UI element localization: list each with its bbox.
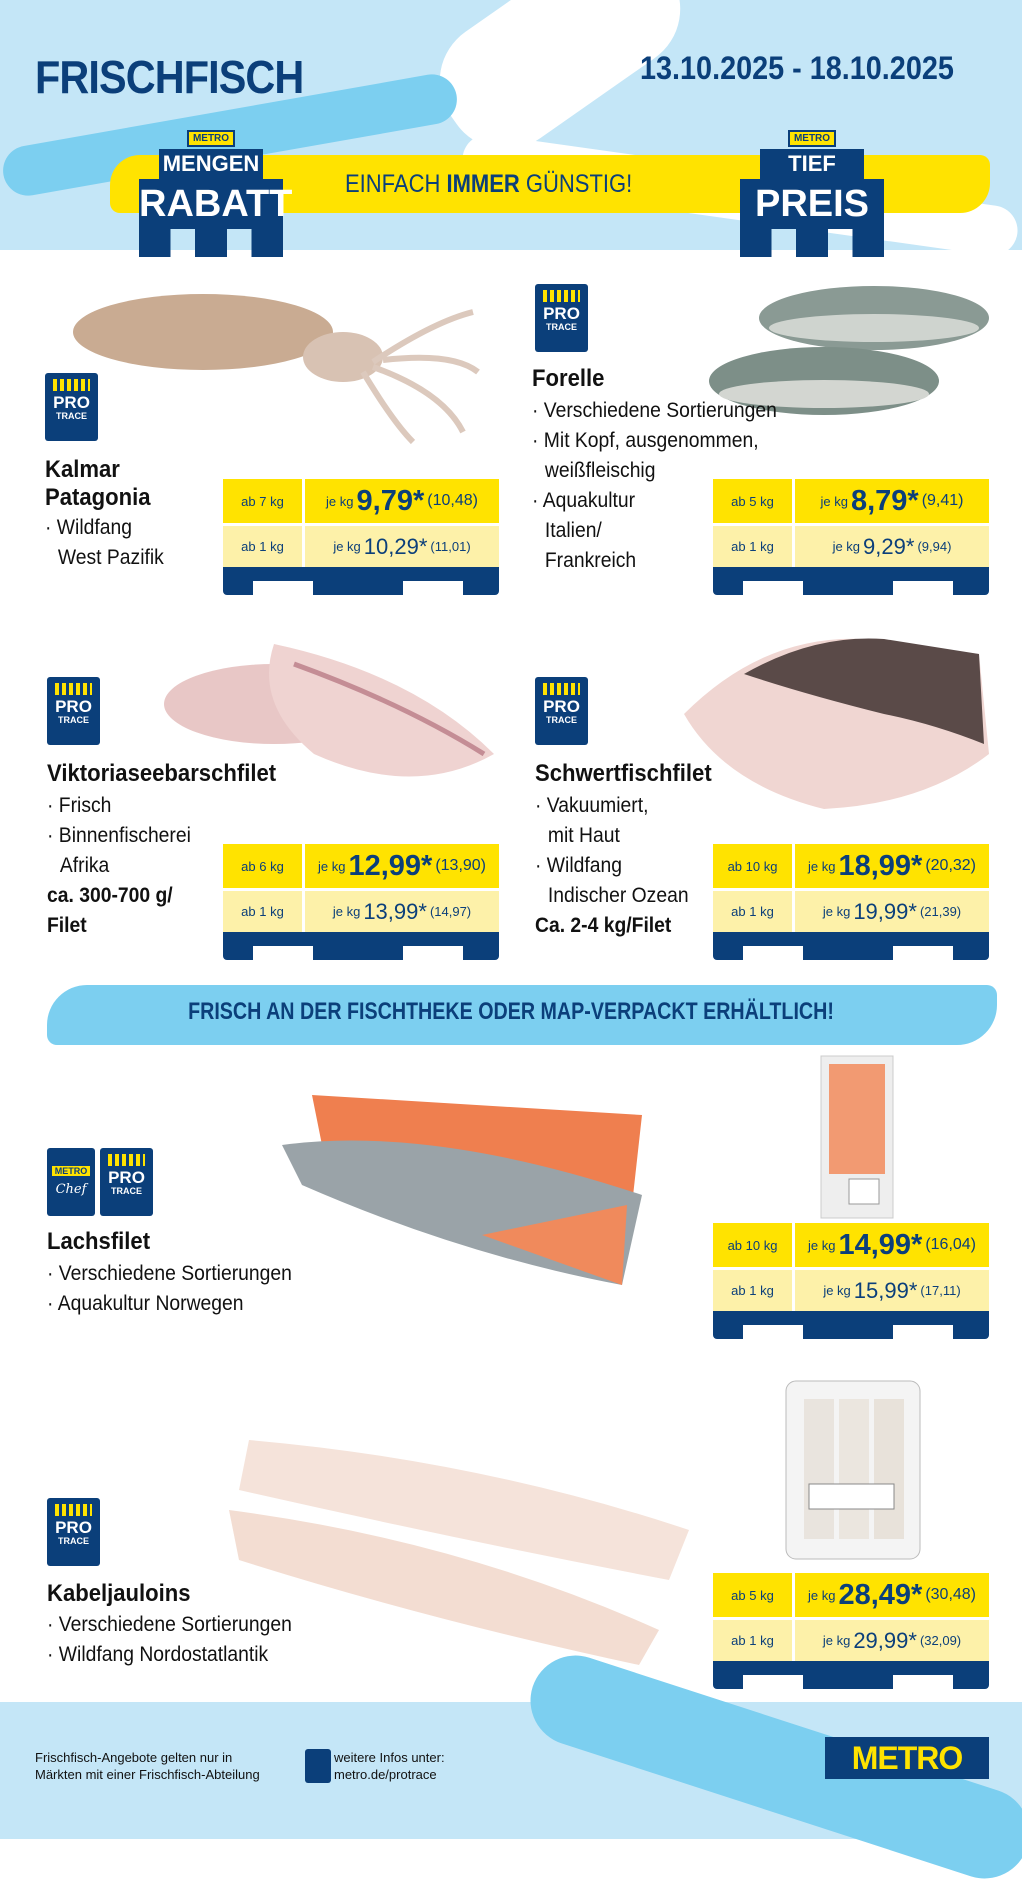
price-box: ab 5 kg je kg 28,49* (30,48) ab 1 kg je kg 29…: [713, 1573, 989, 1689]
price-box: ab 7 kg je kg 9,79* (10,48) ab 1 kg je kg 10,…: [223, 479, 499, 595]
product-details: · Wildfang West Pazifik: [45, 516, 164, 569]
product-details: · Vakuumiert, mit Haut · Wildfang Indisc…: [535, 794, 689, 937]
metro-chef-badge: METRO Chef: [47, 1148, 95, 1216]
metro-logo: METRO: [825, 1737, 989, 1779]
tiefpreis-badge: METRO TIEF PREIS: [740, 128, 884, 257]
protrace-badge: PRO TRACE: [535, 677, 588, 745]
protrace-small-icon: [305, 1749, 331, 1783]
mengenrabatt-badge: METRO MENGEN RABATT: [139, 128, 292, 257]
product-details: · Verschiedene Sortierungen · Aquakultur…: [47, 1262, 292, 1315]
trout-image: [709, 286, 989, 415]
slogan: EINFACH IMMER GÜNSTIG!: [345, 170, 633, 198]
date-range: 13.10.2025 - 18.10.2025: [640, 50, 954, 86]
price-box: ab 10 kg je kg 14,99* (16,04) ab 1 kg je kg 1…: [713, 1223, 989, 1339]
protrace-link[interactable]: metro.de/protrace: [334, 1767, 437, 1782]
protrace-badge: PRO TRACE: [535, 284, 588, 352]
salmon-fillet-image: [282, 1095, 642, 1285]
price-box: ab 10 kg je kg 18,99* (20,32) ab 1 kg je kg 1…: [713, 844, 989, 960]
protrace-badge: PRO TRACE: [100, 1148, 153, 1216]
protrace-badge: PRO TRACE: [47, 1498, 100, 1566]
info-banner: [47, 985, 997, 1045]
price-box: ab 5 kg je kg 8,79* (9,41) ab 1 kg je kg 9,29…: [713, 479, 989, 595]
product-name: Kabeljauloins: [47, 1580, 191, 1607]
cod-tray-image: [785, 1380, 921, 1560]
price-box: ab 6 kg je kg 12,99* (13,90) ab 1 kg je kg 13…: [223, 844, 499, 960]
page-title: FRISCHFISCH: [35, 51, 304, 103]
product-name: Viktoriaseebarschfilet: [47, 760, 277, 787]
product-name: Lachsfilet: [47, 1228, 151, 1255]
salmon-package-image: [820, 1055, 894, 1219]
perch-fillet-image: [164, 644, 494, 777]
product-details: · Verschiedene Sortierungen · Wildfang N…: [47, 1613, 292, 1666]
product-name: Kalmar Patagonia: [45, 456, 151, 511]
protrace-badge: PRO TRACE: [45, 373, 98, 441]
product-details: · Verschiedene Sortierungen · Mit Kopf, …: [532, 399, 777, 572]
product-details: · Frisch · Binnenfischerei Afrika ca. 30…: [47, 794, 191, 937]
squid-image: [73, 294, 480, 445]
info-banner-text: FRISCH AN DER FISCHTHEKE ODER MAP-VERPAC…: [188, 998, 834, 1025]
cod-loin-image: [229, 1440, 689, 1665]
product-name: Forelle: [532, 365, 605, 392]
footer-info: weitere Infos unter: metro.de/protrace: [334, 1750, 445, 1782]
swordfish-fillet-image: [684, 638, 989, 809]
product-name: Schwertfischfilet: [535, 760, 712, 787]
footer-note: Frischfisch-Angebote gelten nur in Märkte…: [35, 1750, 260, 1782]
protrace-badge: PRO TRACE: [47, 677, 100, 745]
